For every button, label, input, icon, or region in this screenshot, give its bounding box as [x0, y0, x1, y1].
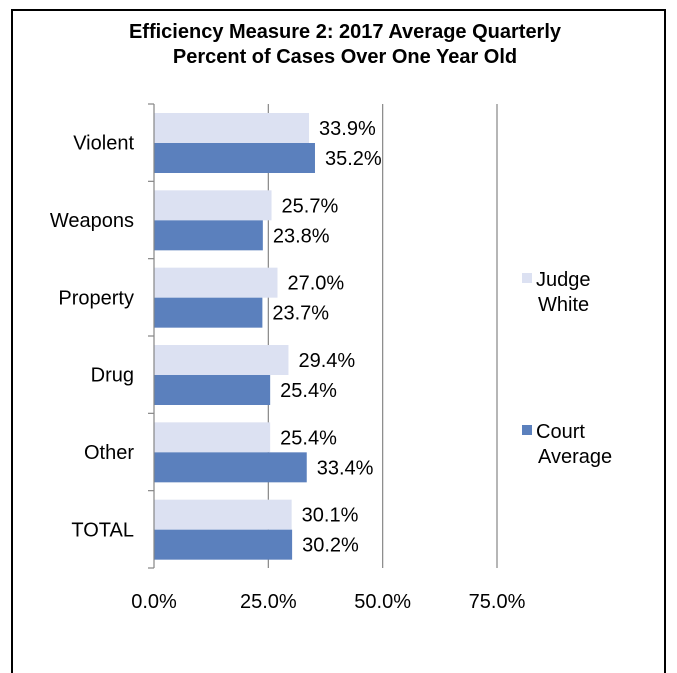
bar-weapons-judge-white — [154, 190, 272, 221]
x-tick-label-3: 75.0% — [469, 591, 526, 613]
data-label-weapons-court-average: 23.8% — [273, 225, 330, 247]
data-label-total-court-average: 30.2% — [302, 535, 359, 557]
gridlines — [267, 104, 498, 568]
legend-swatch-court-average — [522, 425, 532, 435]
category-label-drug: Drug — [91, 365, 134, 387]
category-label-weapons: Weapons — [50, 210, 134, 232]
category-labels: Violent Weapons Property Drug Other TOTAL — [50, 133, 135, 542]
legend-label-judge-white-line-2: White — [538, 294, 589, 316]
bar-violent-judge-white — [154, 113, 310, 143]
bar-property-court-average — [154, 297, 263, 328]
data-label-total-judge-white: 30.1% — [302, 505, 359, 527]
legend-label-court-average-line-2: Average — [538, 446, 612, 468]
bar-other-judge-white — [154, 422, 271, 453]
x-tick-label-0: 0.0% — [131, 591, 177, 613]
category-label-other: Other — [84, 442, 134, 464]
category-label-total: TOTAL — [71, 519, 134, 541]
data-label-violent-judge-white: 33.9% — [319, 118, 376, 140]
axes — [148, 103, 155, 569]
data-labels: 33.9% 35.2% 25.7% 23.8% 27.0% 23.7% 29.4% 25.4%… — [272, 118, 382, 557]
bars — [154, 113, 315, 560]
chart-title-line-2: Percent of Cases Over One Year Old — [173, 46, 517, 68]
data-label-property-court-average: 23.7% — [272, 303, 329, 325]
category-label-violent: Violent — [73, 133, 134, 155]
x-tick-label-2: 50.0% — [354, 591, 411, 613]
legend-label-judge-white-line-1: Judge — [536, 269, 591, 291]
x-tick-label-1: 25.0% — [240, 591, 297, 613]
legend: Judge White Court Average — [522, 269, 612, 468]
legend-label-court-average-line-1: Court — [536, 421, 585, 443]
bar-other-court-average — [154, 452, 307, 483]
chart-border — [11, 9, 666, 673]
data-label-property-judge-white: 27.0% — [287, 273, 344, 295]
category-label-property: Property — [58, 287, 134, 309]
bar-violent-court-average — [154, 143, 315, 173]
x-tick-labels: 0.0% 25.0% 50.0% 75.0% — [131, 591, 525, 613]
chart-title-line-1: Efficiency Measure 2: 2017 Average Quart… — [129, 21, 562, 43]
bar-drug-court-average — [154, 375, 271, 405]
bar-total-judge-white — [154, 499, 292, 530]
data-label-drug-court-average: 25.4% — [280, 380, 337, 402]
data-label-other-judge-white: 25.4% — [280, 427, 337, 449]
legend-swatch-judge-white — [522, 273, 532, 283]
bar-weapons-court-average — [154, 220, 263, 251]
data-label-weapons-judge-white: 25.7% — [282, 195, 339, 217]
bar-drug-judge-white — [154, 345, 289, 375]
bar-total-court-average — [154, 529, 293, 560]
bar-property-judge-white — [154, 267, 278, 298]
data-label-other-court-average: 33.4% — [317, 457, 374, 479]
data-label-violent-court-average: 35.2% — [325, 148, 382, 170]
data-label-drug-judge-white: 29.4% — [298, 350, 355, 372]
